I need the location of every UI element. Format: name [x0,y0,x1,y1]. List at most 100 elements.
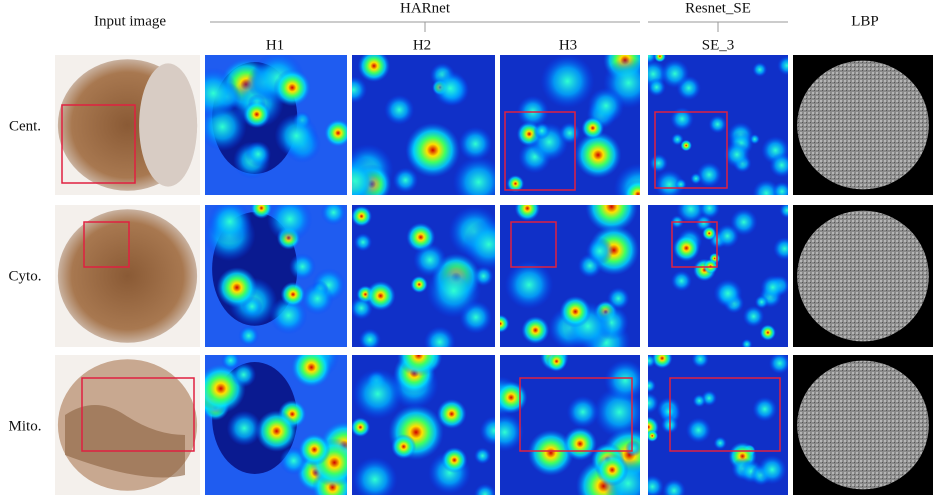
image-cell [55,55,200,195]
heatmap-blob [474,447,491,465]
heatmap-blob [521,316,550,345]
heatmap-blob [473,483,495,495]
heatmap-blob [587,87,625,124]
heatmap-blob [540,55,595,109]
heatmap-blob [533,122,551,140]
heatmap-blob [458,126,493,162]
image-cell [55,205,200,347]
heatmap-blob [648,429,659,442]
highlight-box [519,377,633,452]
column-title: LBP [851,13,879,29]
heatmap-blob [452,156,495,195]
highlight-box [669,377,781,452]
heatmap-blob [648,355,656,368]
heatmap-blob [352,76,368,104]
image-cell [648,55,788,195]
heatmap-blob [691,355,710,368]
heatmap-blob [661,403,677,420]
heatmap-blob [759,324,776,341]
row-label: Cent. [9,118,41,134]
heatmap-blob [768,355,788,375]
heatmap-blob [221,355,241,370]
heatmap-blob [301,282,334,315]
column-title: SE_3 [702,37,735,53]
heatmap-blob [514,205,541,221]
heatmap-blob [352,457,398,495]
image-cell [205,55,347,195]
heatmap-blob [742,305,765,328]
heatmap-blob [384,94,415,125]
heatmap-blob [273,69,311,107]
heatmap-blob [274,114,319,158]
heatmap-blob [226,410,262,446]
heatmap-blob [441,447,468,473]
heatmap-blob [698,205,721,219]
image-cell [352,355,495,495]
heatmap-blob [702,226,717,241]
heatmap-blob [506,175,525,193]
heatmap-blob [413,243,447,277]
heatmap-blob [671,133,684,146]
heatmap-blob [563,426,597,461]
heatmap-blob [757,455,787,485]
heatmap-blob [777,55,788,76]
image-cell [500,205,640,347]
heatmap-blob [685,417,712,443]
heatmap-blob [585,237,614,265]
heatmap-blob [752,396,778,422]
heatmap-blob [713,436,727,450]
heatmap-blob [760,274,786,300]
heatmap-blob [479,416,495,446]
heatmap-blob [463,218,495,270]
heatmap-blob [291,355,332,388]
header-lines [210,21,788,32]
heatmap-blob [527,429,574,476]
heatmap-blob [672,234,700,262]
heatmap-blob [660,59,690,89]
tissue [57,209,198,343]
lbp-tissue [797,210,929,342]
heatmap-blob [648,392,659,414]
highlight-box [510,221,557,268]
heatmap-blob [357,55,391,83]
heatmap-blob [670,107,694,131]
heatmap-blob [648,78,666,97]
heatmap-blob [559,295,592,328]
heatmap-blob [500,314,510,333]
heatmap-blob [696,162,722,188]
heatmap-blob [423,326,456,347]
row-label: Cyto. [9,268,42,284]
column-title: H1 [266,37,284,53]
image-cell [648,355,788,495]
heatmap-blob [581,116,605,140]
group-title: HARnet [400,0,451,16]
heatmap-blob [623,179,640,195]
column-title: Input image [94,13,166,29]
heatmap-blob [741,338,753,347]
heatmap-blob [723,141,750,168]
image-cell [793,355,933,495]
column-title: H3 [559,37,577,53]
highlight-box [504,111,576,191]
heatmap-blob [352,154,382,195]
heatmap-blob [680,139,692,152]
heatmap-blob [504,260,554,310]
heatmap-blob [752,62,768,77]
image-cell [500,355,640,495]
heatmap-blob [289,253,316,281]
heatmap-blob [648,378,656,393]
heatmap-blob [676,205,706,224]
heatmap-blob [607,287,630,310]
heatmap-blob [708,115,727,134]
heatmap-blob [648,475,664,495]
heatmap-blob [245,141,271,167]
highlight-box [81,377,195,452]
image-cell [205,355,347,495]
heatmap-blob [352,417,371,438]
heatmap-blob [649,153,668,173]
highlight-box [83,221,130,268]
heatmap-blob [773,237,788,261]
heatmap-blob [267,205,313,242]
heatmap-blob [653,55,666,63]
image-cell [500,55,640,195]
